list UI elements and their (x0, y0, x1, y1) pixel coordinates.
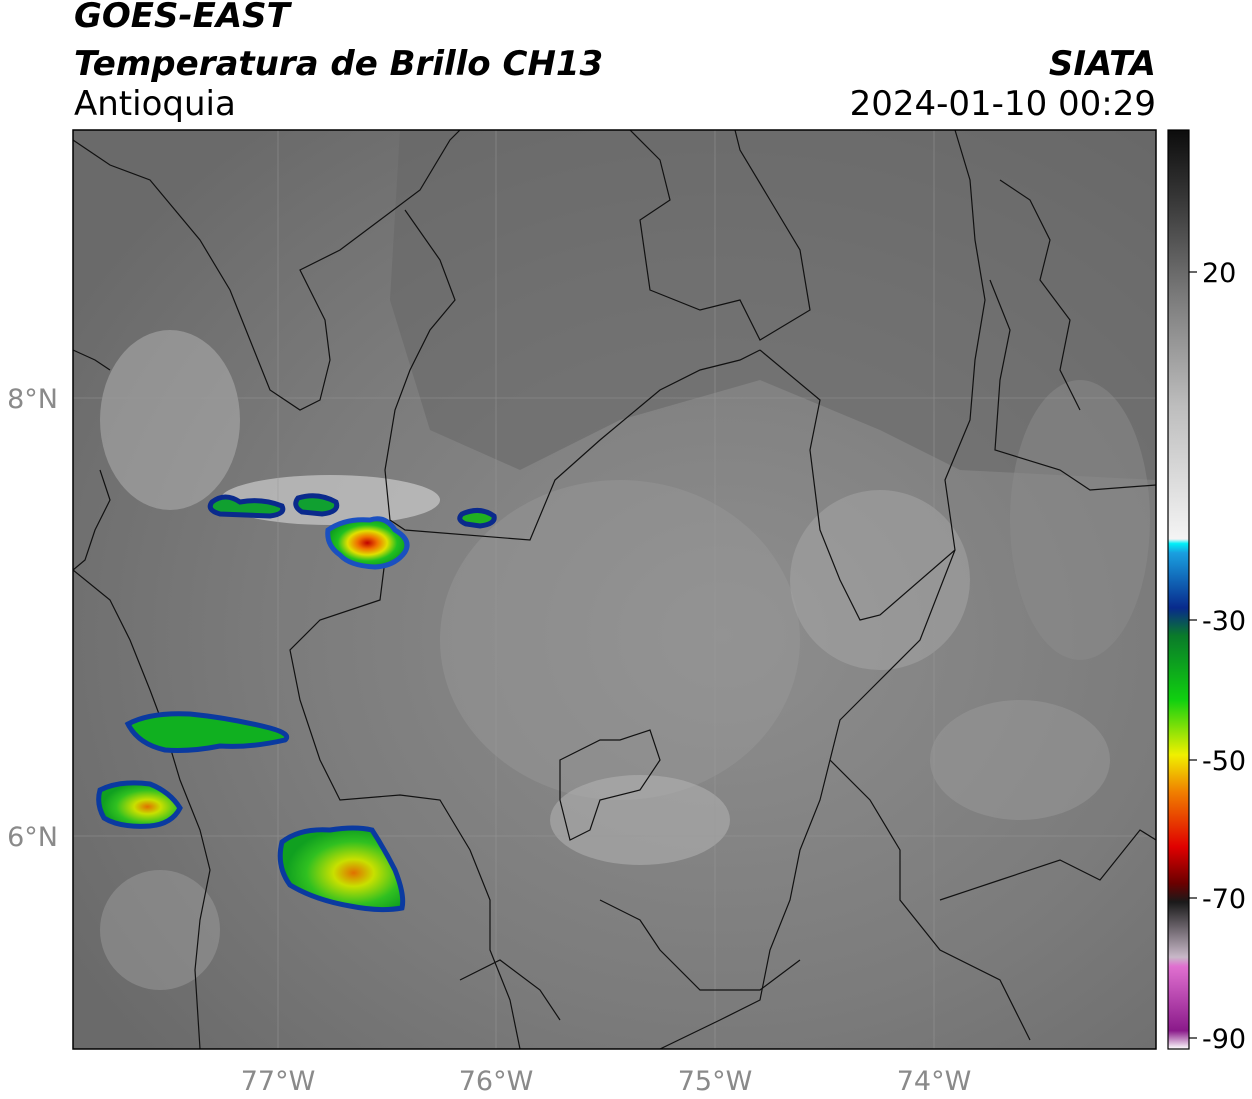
lat-tick-label: 6°N (7, 822, 58, 853)
map-area (73, 130, 1156, 1049)
colorbar-tick-label: -90 (1202, 1024, 1246, 1055)
satellite-title: GOES-EAST (74, 0, 290, 36)
colorbar-tick-label: -70 (1202, 884, 1246, 915)
colorbar-tick-label: 20 (1202, 258, 1236, 289)
lon-tick-label: 77°W (241, 1066, 316, 1097)
region-label: Antioquia (74, 84, 236, 124)
colorbar-tick-label: -50 (1202, 746, 1246, 777)
lat-tick-label: 8°N (7, 384, 58, 415)
lon-tick-label: 74°W (897, 1066, 972, 1097)
datetime-label: 2024-01-10 00:29 (849, 84, 1156, 124)
grid-lines (73, 130, 1156, 1049)
agency-label: SIATA (1048, 44, 1156, 84)
cold-cloud-tops (96, 493, 497, 913)
lon-tick-label: 75°W (678, 1066, 753, 1097)
product-title: Temperatura de Brillo CH13 (74, 44, 604, 84)
colorbar-tick-label: -30 (1202, 606, 1246, 637)
colorbar: 20 -30 -50 -70 -90 (1167, 129, 1246, 1055)
colorbar-gradient (1167, 129, 1190, 1050)
boundaries (73, 130, 1156, 1049)
map-frame (72, 129, 1157, 1050)
lon-tick-label: 76°W (459, 1066, 534, 1097)
